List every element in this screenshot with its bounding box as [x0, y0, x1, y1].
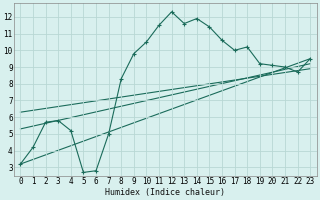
X-axis label: Humidex (Indice chaleur): Humidex (Indice chaleur)	[105, 188, 225, 197]
